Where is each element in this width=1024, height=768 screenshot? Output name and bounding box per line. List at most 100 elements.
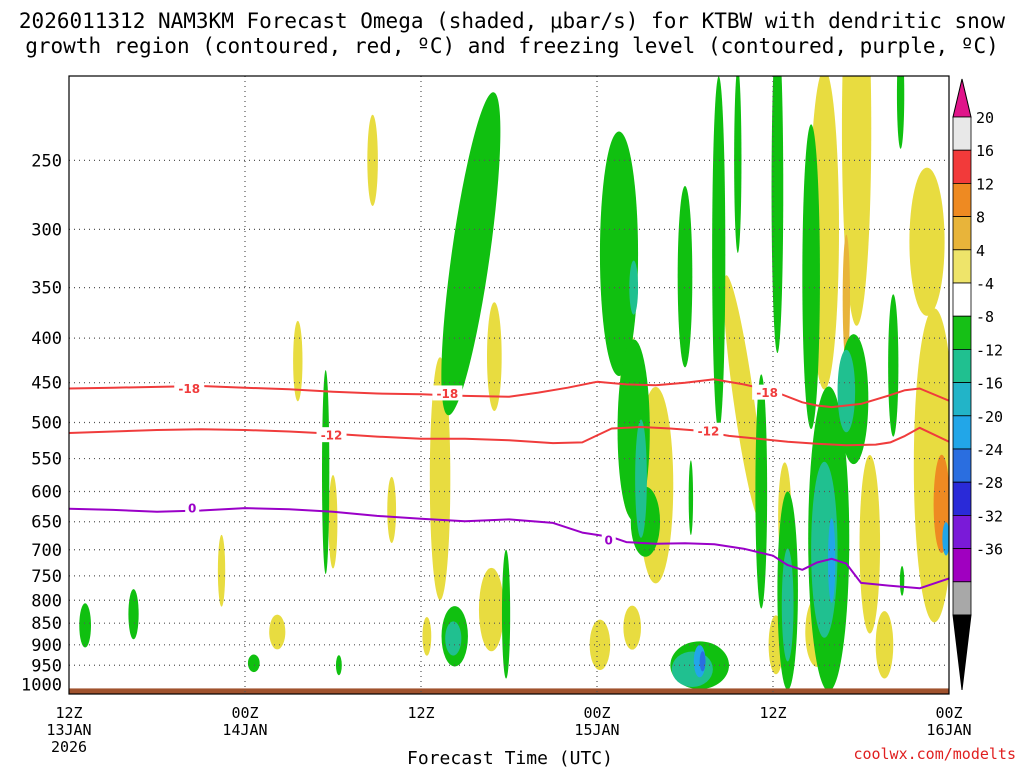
omega-cell-29	[247, 654, 260, 673]
contour-label-bg--18-0	[174, 380, 205, 396]
colorbar-segment-4	[952, 249, 972, 284]
omega-cell-27	[79, 603, 91, 648]
colorbar-label-3: 8	[976, 209, 985, 227]
x-tick-label-h0-0: 12Z	[55, 704, 82, 722]
omega-cell-22	[387, 476, 397, 544]
colorbar-segment-9	[952, 415, 972, 450]
dotted-grid	[69, 76, 949, 694]
contour-label-bg--18-2	[752, 384, 783, 400]
omega-cell-17	[859, 455, 881, 634]
y-tick-label-850: 850	[31, 614, 62, 634]
omega-cell-55	[837, 349, 856, 433]
colorbar-top-arrow	[952, 78, 972, 118]
omega-cell-4	[269, 614, 286, 650]
colorbar-segment-8	[952, 382, 972, 417]
omega-cell-32	[501, 549, 511, 679]
x-tick-label-h60-1: 16JAN	[926, 721, 971, 739]
omega-cell-50	[335, 655, 342, 676]
colorbar-label-9: -20	[976, 408, 1003, 426]
omega-cell-53	[781, 548, 794, 662]
omega-cell-28	[128, 589, 139, 640]
contour-label--12-1: -12	[698, 424, 720, 438]
colorbar-segment-1	[952, 149, 972, 184]
omega-cell-6	[478, 567, 504, 652]
y-tick-label-750: 750	[31, 567, 62, 587]
contour-label--18-1: -18	[437, 387, 459, 401]
omega-cell-47	[688, 460, 694, 536]
contour-label-bg--18-1	[432, 385, 463, 401]
x-tick-label-h36-1: 15JAN	[574, 721, 619, 739]
colorbar-label-8: -16	[976, 375, 1003, 393]
omega-cell-40	[771, 76, 784, 354]
plot-frame	[68, 75, 950, 695]
contour-line-0	[69, 507, 949, 590]
y-tick-label-300: 300	[31, 220, 62, 240]
y-tick-label-600: 600	[31, 482, 62, 502]
omega-cell-3	[217, 534, 226, 607]
colorbar-segment-2	[952, 182, 972, 217]
colorbar-segment-6	[952, 315, 972, 350]
omega-cell-10	[623, 605, 641, 650]
colorbar-label-13: -36	[976, 541, 1003, 559]
omega-cell-57	[629, 260, 639, 315]
x-tick-label-h60-0: 00Z	[935, 704, 962, 722]
colorbar-bottom-arrow	[952, 614, 972, 691]
omega-cell-12	[723, 275, 764, 523]
x-tick-label-h24-0: 12Z	[407, 704, 434, 722]
omega-cell-25	[842, 234, 850, 362]
x-tick-label-h36-0: 00Z	[583, 704, 610, 722]
colorbar-segment-0	[952, 116, 972, 151]
omega-cell-45	[888, 294, 899, 437]
colorbar-label-6: -8	[976, 308, 994, 326]
omega-cell-59	[828, 518, 836, 603]
contour-label-0-0: 0	[188, 502, 196, 516]
chart-title-line-1: 2026011312 NAM3KM Forecast Omega (shaded…	[19, 9, 1006, 33]
pressure-axis: 2503003504004505005506006507007508008509…	[21, 151, 62, 695]
colorbar-segment-7	[952, 348, 972, 383]
colorbar-label-0: 20	[976, 109, 994, 127]
omega-cell-56	[671, 651, 713, 687]
omega-cell-26	[322, 370, 330, 574]
x-axis-label: Forecast Time (UTC)	[407, 748, 613, 768]
y-tick-label-1000: 1000	[21, 676, 62, 696]
contour-label-bg-0-1	[601, 531, 616, 547]
omega-cell-33	[599, 131, 639, 377]
colorbar-segment-13	[952, 548, 972, 583]
contour-label--12-0: -12	[321, 429, 343, 443]
omega-cell-38	[734, 76, 742, 253]
omega-cell-37	[712, 76, 726, 432]
colorbar-segment-3	[952, 216, 972, 251]
colorbar-segment-14	[952, 581, 972, 616]
omega-cell-23	[422, 616, 432, 656]
y-tick-label-900: 900	[31, 636, 62, 656]
y-tick-label-250: 250	[31, 151, 62, 171]
contour-label-bg-0-0	[185, 500, 200, 516]
y-tick-label-450: 450	[31, 374, 62, 394]
contour-line--12	[69, 426, 949, 447]
y-tick-label-500: 500	[31, 414, 62, 434]
ground-band	[69, 688, 949, 694]
colorbar-label-1: 16	[976, 142, 994, 160]
colorbar-segment-11	[952, 481, 972, 516]
chart-title-line-2: growth region (contoured, red, ºC) and f…	[25, 34, 999, 58]
omega-cell-30	[441, 92, 501, 416]
colorbar-label-7: -12	[976, 341, 1003, 359]
x-tick-label-h12-1: 14JAN	[222, 721, 267, 739]
omega-cell-36	[677, 185, 693, 368]
omega-cell-2	[328, 474, 338, 569]
omega-cell-44	[802, 124, 820, 430]
omega-shading	[79, 76, 949, 692]
omega-cell-48	[899, 565, 905, 596]
temperature-contours: -18 -18 -18 -12 -12 0 0	[69, 378, 949, 590]
omega-cell-61	[699, 651, 706, 672]
y-tick-label-650: 650	[31, 513, 62, 533]
contour-line--18	[69, 378, 949, 409]
contour-label-0-1: 0	[605, 533, 613, 547]
contour-label-bg--12-1	[693, 422, 724, 438]
x-tick-label-h0-1: 13JAN	[46, 721, 91, 739]
omega-cell-60	[942, 522, 949, 556]
colorbar-label-10: -24	[976, 441, 1003, 459]
colorbar-segment-10	[952, 448, 972, 483]
contour-label--18-0: -18	[178, 382, 200, 396]
